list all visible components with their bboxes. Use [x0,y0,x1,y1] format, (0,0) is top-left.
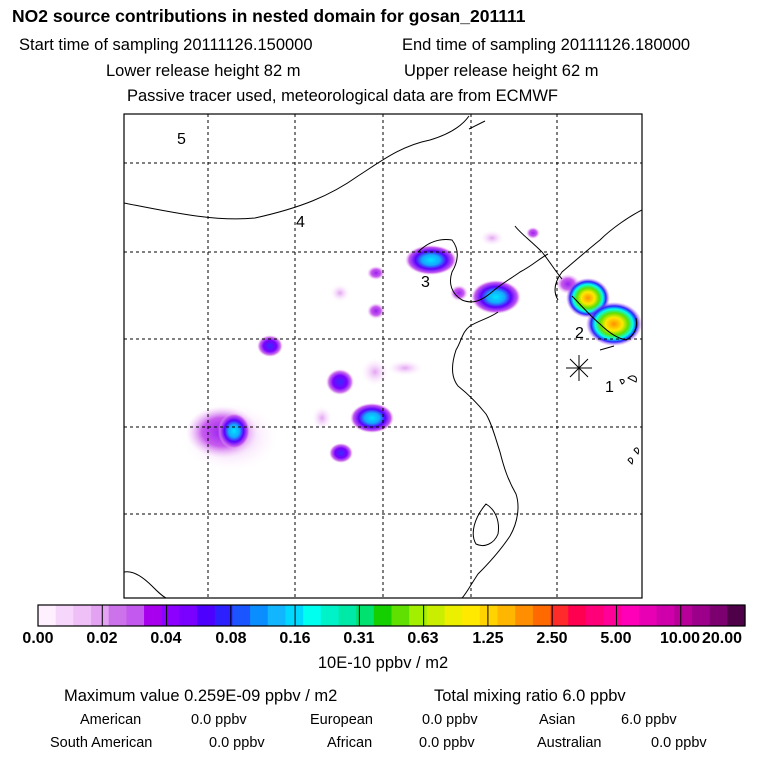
colorbar-swatch [73,605,92,626]
region-labels: 5 4 3 2 1 [177,131,614,396]
colorbar-tick-label: 0.31 [343,630,375,647]
lower-release-height-text: Lower release height 82 m [106,62,301,80]
colorbar-swatch [55,605,74,626]
colorbar-swatch [267,605,287,626]
european-label: European [310,712,373,728]
colorbar-swatch [691,605,711,626]
colorbar-swatch [727,605,746,626]
colorbar-tick-label: 10.00 [659,630,701,647]
colorbar-swatch [38,605,57,626]
asian-label: Asian [539,712,576,728]
colorbar-swatch [108,605,127,626]
colorbar-swatch [356,605,375,626]
colorbar-swatch [161,605,181,626]
african-value: 0.0 ppbv [419,735,475,751]
region-label-2: 2 [575,325,584,342]
colorbar-swatch [144,605,163,626]
colorbar-swatch [426,605,446,626]
colorbar-tick-label: 0.63 [407,630,439,647]
colorbar-swatch [585,605,605,626]
colorbar-tick-label: 0.16 [279,630,311,647]
colorbar-frame [37,604,746,627]
colorbar-swatch [621,605,640,626]
coastlines [124,115,642,598]
colorbar-swatch [338,605,357,626]
colorbar-ticks [101,605,682,626]
colorbar-swatch [197,605,216,626]
colorbar-swatch [550,605,569,626]
graticule-lines [124,114,642,598]
colorbar-swatch [179,605,198,626]
colorbar-swatch [709,605,728,626]
region-label-4: 4 [296,214,305,231]
colorbar-tick-label: 20.00 [701,630,743,647]
south-american-value: 0.0 ppbv [209,735,265,751]
region-label-5: 5 [177,131,186,148]
asian-value: 6.0 ppbv [621,712,677,728]
receptor-star-icon [566,355,592,381]
colorbar-swatch [568,605,587,626]
max-value-text: Maximum value 0.259E-09 ppbv / m2 [64,687,338,705]
american-label: American [80,712,142,728]
region-label-1: 1 [605,379,614,396]
colorbar-swatch [444,605,463,626]
colorbar-tick-label: 0.04 [150,630,182,647]
upper-release-height-text: Upper release height 62 m [404,62,599,80]
south-american-label: South American [50,735,153,751]
colorbar-unit: 10E-10 ppbv / m2 [317,654,449,672]
colorbar-swatch [656,605,675,626]
african-label: African [327,735,373,751]
colorbar-swatch [674,605,693,626]
australian-label: Australian [537,735,602,751]
colorbar-tick-label: 5.00 [600,630,632,647]
end-time-text: End time of sampling 20111126.180000 [402,36,691,54]
colorbar-swatch [373,605,393,626]
colorbar-swatch [497,605,516,626]
colorbar-swatch [479,605,499,626]
colorbar-swatch [91,605,110,626]
colorbar [38,605,746,626]
colorbar-tick-label: 0.00 [22,630,54,647]
colorbar-swatch [303,605,322,626]
european-value: 0.0 ppbv [422,712,478,728]
total-mixing-ratio-text: Total mixing ratio 6.0 ppbv [434,687,626,705]
colorbar-swatch [126,605,145,626]
colorbar-swatch [214,605,234,626]
colorbar-swatch [638,605,658,626]
colorbar-swatch [603,605,622,626]
map-frame [123,113,643,599]
region-label-3: 3 [421,274,430,291]
australian-value: 0.0 ppbv [651,735,707,751]
chart-title: NO2 source contributions in nested domai… [12,6,526,26]
tracer-note-text: Passive tracer used, meteorological data… [127,87,558,105]
colorbar-swatch [532,605,552,626]
american-value: 0.0 ppbv [191,712,247,728]
colorbar-swatch [462,605,481,626]
colorbar-swatch [515,605,534,626]
start-time-text: Start time of sampling 20111126.150000 [19,36,313,54]
colorbar-swatch [232,605,251,626]
colorbar-tick-label: 0.08 [215,630,247,647]
colorbar-tick-label: 1.25 [472,630,504,647]
colorbar-swatch [320,605,340,626]
colorbar-tick-label: 0.02 [86,630,118,647]
concentration-plumes [182,227,642,471]
colorbar-swatch [250,605,269,626]
colorbar-tick-label: 2.50 [536,630,568,647]
colorbar-swatch [391,605,410,626]
colorbar-swatch [409,605,428,626]
